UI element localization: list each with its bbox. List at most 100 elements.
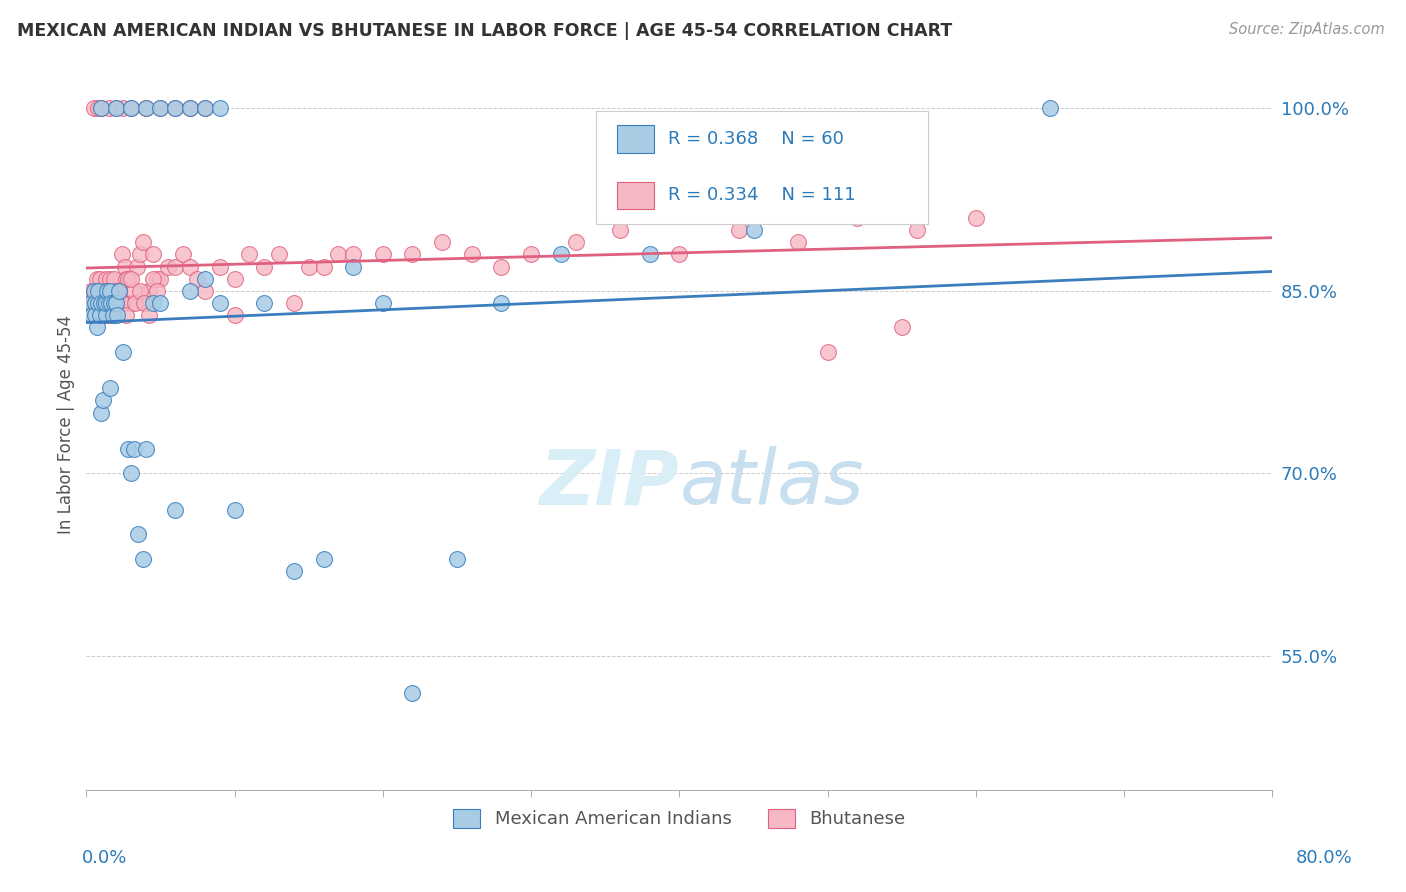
Point bbox=[120, 101, 142, 115]
Point bbox=[564, 235, 586, 250]
Point bbox=[114, 260, 136, 274]
Point bbox=[93, 296, 115, 310]
Point bbox=[87, 284, 110, 298]
Point bbox=[172, 247, 194, 261]
Point bbox=[107, 284, 129, 298]
Point bbox=[98, 271, 121, 285]
Point bbox=[135, 101, 157, 115]
Point bbox=[101, 308, 124, 322]
FancyBboxPatch shape bbox=[596, 111, 928, 224]
Point bbox=[135, 442, 157, 456]
Point bbox=[742, 223, 765, 237]
Point bbox=[96, 284, 118, 298]
Point bbox=[97, 296, 120, 310]
Point bbox=[371, 296, 394, 310]
Point bbox=[83, 284, 105, 298]
Point bbox=[111, 247, 134, 261]
Point bbox=[965, 211, 987, 225]
Point bbox=[149, 101, 172, 115]
Point bbox=[94, 271, 117, 285]
Point bbox=[93, 284, 115, 298]
Point bbox=[890, 320, 912, 334]
Point bbox=[134, 296, 156, 310]
Point bbox=[120, 101, 142, 115]
Text: R = 0.334    N = 111: R = 0.334 N = 111 bbox=[668, 186, 855, 204]
Point bbox=[84, 296, 107, 310]
Point bbox=[80, 296, 103, 310]
Point bbox=[101, 308, 124, 322]
Point bbox=[94, 296, 117, 310]
Point bbox=[550, 247, 572, 261]
Text: R = 0.368    N = 60: R = 0.368 N = 60 bbox=[668, 130, 844, 148]
Point bbox=[224, 503, 246, 517]
Point bbox=[146, 284, 169, 298]
Point bbox=[111, 296, 134, 310]
Point bbox=[142, 271, 165, 285]
Point bbox=[98, 284, 121, 298]
Y-axis label: In Labor Force | Age 45-54: In Labor Force | Age 45-54 bbox=[58, 315, 75, 534]
Point bbox=[115, 308, 138, 322]
Point bbox=[142, 247, 165, 261]
Point bbox=[104, 101, 127, 115]
Point bbox=[112, 296, 135, 310]
Point bbox=[112, 101, 135, 115]
Point bbox=[179, 101, 201, 115]
Point bbox=[1039, 101, 1062, 115]
Point bbox=[98, 296, 121, 310]
Point bbox=[87, 284, 110, 298]
Bar bbox=[616, 126, 654, 153]
Text: MEXICAN AMERICAN INDIAN VS BHUTANESE IN LABOR FORCE | AGE 45-54 CORRELATION CHAR: MEXICAN AMERICAN INDIAN VS BHUTANESE IN … bbox=[17, 22, 952, 40]
Point bbox=[138, 308, 160, 322]
Point bbox=[108, 284, 131, 298]
Text: Source: ZipAtlas.com: Source: ZipAtlas.com bbox=[1229, 22, 1385, 37]
Point bbox=[100, 284, 122, 298]
Point bbox=[194, 101, 217, 115]
Point bbox=[89, 308, 111, 322]
Point bbox=[82, 308, 104, 322]
Text: ZIP: ZIP bbox=[540, 446, 679, 520]
Point bbox=[84, 308, 107, 322]
Point bbox=[80, 308, 103, 322]
Point bbox=[727, 223, 749, 237]
Point bbox=[149, 296, 172, 310]
Point bbox=[491, 296, 513, 310]
Point bbox=[104, 296, 127, 310]
Point bbox=[461, 247, 484, 261]
Point bbox=[96, 308, 118, 322]
Point bbox=[101, 308, 124, 322]
Point bbox=[165, 101, 187, 115]
Point bbox=[90, 296, 112, 310]
Text: 80.0%: 80.0% bbox=[1296, 849, 1353, 867]
Point bbox=[97, 101, 120, 115]
Point bbox=[186, 271, 208, 285]
Point bbox=[120, 296, 142, 310]
Point bbox=[253, 296, 276, 310]
Point bbox=[128, 247, 150, 261]
Legend: Mexican American Indians, Bhutanese: Mexican American Indians, Bhutanese bbox=[446, 802, 912, 836]
Point bbox=[83, 296, 105, 310]
Point bbox=[89, 271, 111, 285]
Point bbox=[98, 381, 121, 395]
Point bbox=[208, 101, 231, 115]
Point bbox=[100, 296, 122, 310]
Point bbox=[128, 284, 150, 298]
Point bbox=[90, 101, 112, 115]
Point bbox=[84, 296, 107, 310]
Point bbox=[107, 308, 129, 322]
Point bbox=[90, 406, 112, 420]
Point bbox=[179, 284, 201, 298]
Point bbox=[94, 296, 117, 310]
Point bbox=[122, 442, 145, 456]
Point bbox=[107, 296, 129, 310]
Point bbox=[87, 101, 110, 115]
Point bbox=[371, 247, 394, 261]
Point bbox=[83, 101, 105, 115]
Point bbox=[156, 260, 179, 274]
Point bbox=[194, 101, 217, 115]
Point bbox=[97, 308, 120, 322]
Point bbox=[86, 271, 108, 285]
Point bbox=[312, 260, 335, 274]
Point bbox=[90, 101, 112, 115]
Point bbox=[135, 101, 157, 115]
Point bbox=[787, 235, 810, 250]
